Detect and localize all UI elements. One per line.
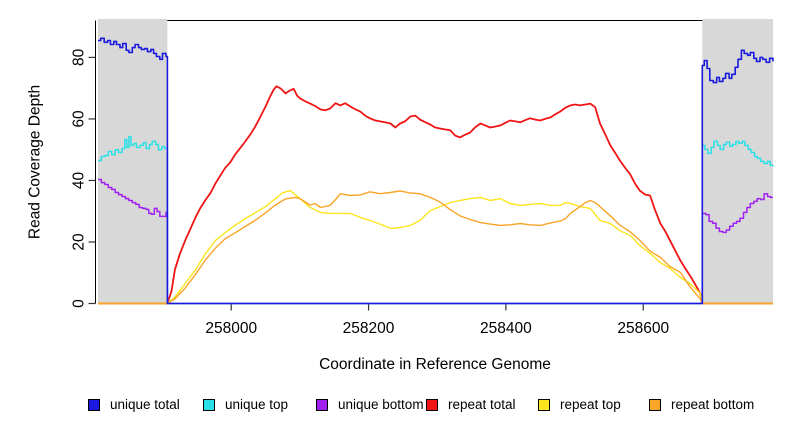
legend-label: unique top bbox=[225, 397, 289, 412]
legend-item-unique-top: unique top bbox=[203, 397, 288, 413]
legend-label: repeat bottom bbox=[671, 397, 755, 412]
y-tick-label: 40 bbox=[70, 171, 87, 189]
legend-label: unique total bbox=[110, 397, 180, 412]
y-tick-label: 0 bbox=[70, 299, 87, 308]
y-tick-label: 20 bbox=[70, 233, 87, 251]
legend-swatch bbox=[316, 399, 328, 411]
x-tick-label: 258600 bbox=[617, 320, 669, 337]
unique-region-shading bbox=[98, 19, 168, 304]
legend-label: repeat total bbox=[448, 397, 516, 412]
x-tick-label: 258000 bbox=[205, 320, 257, 337]
y-tick-label: 60 bbox=[70, 110, 87, 128]
legend-swatch bbox=[426, 399, 438, 411]
series-line-unique-top bbox=[98, 135, 774, 305]
legend: unique total unique top unique bottom repea… bbox=[0, 397, 792, 414]
legend-swatch bbox=[538, 399, 550, 411]
legend-item-repeat-top: repeat top bbox=[538, 397, 621, 413]
legend-item-unique-bottom: unique bottom bbox=[316, 397, 424, 413]
series-line-repeat-bottom bbox=[98, 190, 773, 305]
legend-label: unique bottom bbox=[338, 397, 424, 412]
series-line-unique-total bbox=[98, 37, 774, 305]
plot-area: 258000 258200 258400 258600 0 20 40 60 80 bbox=[70, 19, 774, 337]
legend-swatch bbox=[203, 399, 215, 411]
y-tick-label: 80 bbox=[70, 48, 87, 66]
series-line-unique-bottom bbox=[98, 178, 773, 305]
legend-item-unique-total: unique total bbox=[88, 397, 180, 413]
legend-swatch bbox=[649, 399, 661, 411]
legend-swatch bbox=[88, 399, 100, 411]
legend-label: repeat top bbox=[560, 397, 621, 412]
x-axis-title: Coordinate in Reference Genome bbox=[319, 356, 551, 373]
legend-item-repeat-total: repeat total bbox=[426, 397, 516, 413]
series-line-repeat-total bbox=[98, 85, 773, 305]
y-axis-title: Read Coverage Depth bbox=[26, 85, 43, 239]
x-tick-label: 258200 bbox=[343, 320, 395, 337]
legend-item-repeat-bottom: repeat bottom bbox=[649, 397, 754, 413]
series-line-repeat-top bbox=[98, 189, 773, 305]
x-tick-label: 258400 bbox=[480, 320, 532, 337]
